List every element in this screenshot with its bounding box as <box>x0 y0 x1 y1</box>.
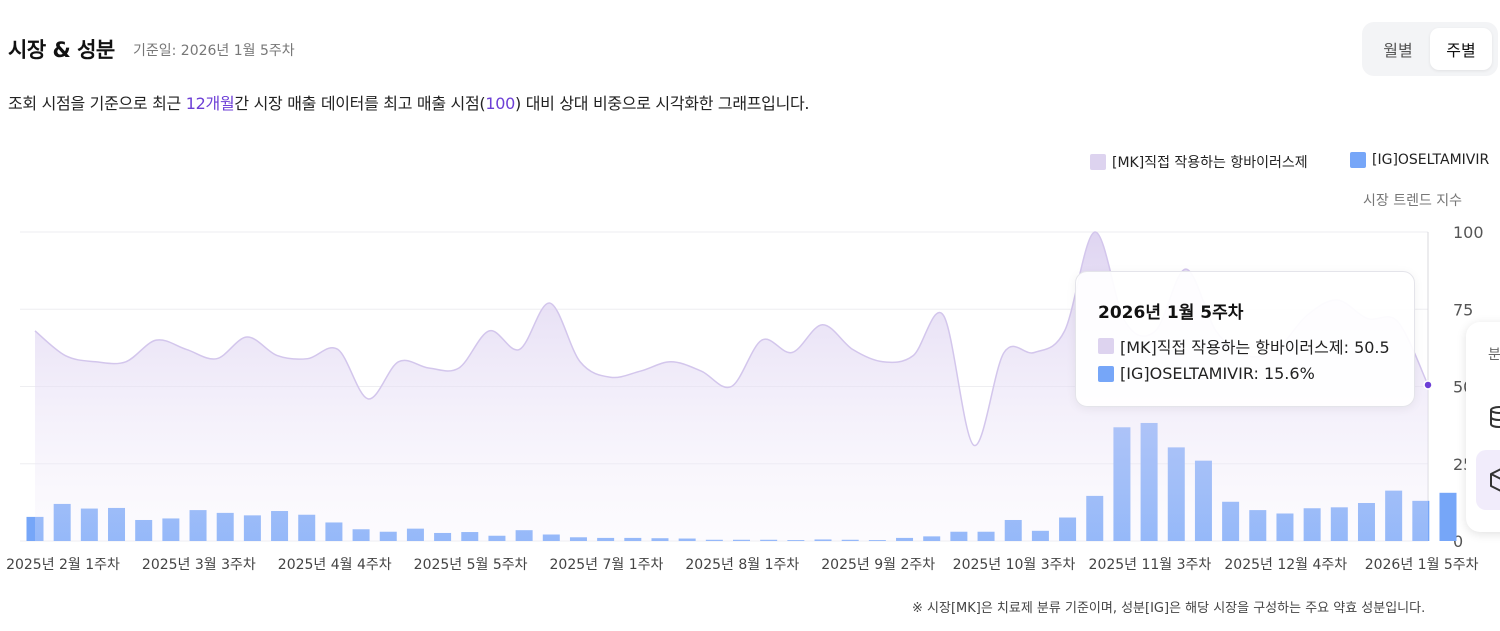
page-title: 시장 & 성분 <box>8 38 115 62</box>
y-tick-label: 75 <box>1453 300 1473 319</box>
database-icon[interactable] <box>1484 402 1500 432</box>
legend-swatch-market <box>1090 154 1106 170</box>
tooltip-ingredient-value: [IG]OSELTAMIVIR: 15.6% <box>1120 364 1315 383</box>
market-hover-point <box>1423 380 1433 390</box>
base-date-label: 기준일: 2026년 1월 5주차 <box>133 43 295 59</box>
desc-text-3: ) 대비 상대 비중으로 시각화한 그래프입니다. <box>514 94 810 113</box>
legend-label-ingredient: [IG]OSELTAMIVIR <box>1372 152 1490 168</box>
legend-label-market: [MK]직접 작용하는 항바이러스제 <box>1112 155 1308 171</box>
tooltip-swatch-market <box>1098 338 1114 354</box>
tooltip-swatch-ingredient <box>1098 365 1114 382</box>
tooltip-row-market: [MK]직접 작용하는 항바이러스제: 50.5 <box>1098 334 1390 358</box>
weekly-toggle-button[interactable]: 주별 <box>1430 28 1492 70</box>
desc-text-1: 조회 시점을 기준으로 최근 <box>8 94 186 113</box>
monthly-toggle-button[interactable]: 월별 <box>1383 41 1413 60</box>
tooltip-row-ingredient: [IG]OSELTAMIVIR: 15.6% <box>1098 364 1315 383</box>
side-panel-label: 분 <box>1488 347 1500 363</box>
y-axis-title: 시장 트렌드 지수 <box>1363 193 1463 209</box>
legend-item-ingredient[interactable]: [IG]OSELTAMIVIR <box>1350 152 1489 168</box>
desc-highlight-peak: 100 <box>485 94 515 113</box>
market-line <box>34 231 1429 446</box>
y-tick-label: 100 <box>1453 223 1484 242</box>
ingredient-bar[interactable] <box>1439 492 1457 541</box>
x-tick-label: 2025년 4월 4주차 <box>278 557 392 573</box>
desc-text-2: 간 시장 매출 데이터를 최고 매출 시점( <box>234 94 486 113</box>
x-tick-label: 2025년 8월 1주차 <box>685 557 799 573</box>
y-tick-label: 0 <box>1453 532 1463 551</box>
x-tick-label: 2025년 10월 3주차 <box>953 557 1076 573</box>
tooltip-market-value: [MK]직접 작용하는 항바이러스제: 50.5 <box>1120 338 1390 357</box>
desc-highlight-period: 12개월 <box>185 94 235 113</box>
legend-swatch-ingredient <box>1350 152 1366 168</box>
footnote: ※ 시장[MK]은 치료제 분류 기준이며, 성분[IG]은 해당 시장을 구성… <box>912 601 1426 616</box>
x-tick-label: 2025년 9월 2주차 <box>821 557 935 573</box>
cube-icon[interactable] <box>1476 450 1500 510</box>
chart-tooltip: 2026년 1월 5주차 [MK]직접 작용하는 항바이러스제: 50.5 [I… <box>1075 271 1415 407</box>
chart-description: 조회 시점을 기준으로 최근 12개월간 시장 매출 데이터를 최고 매출 시점… <box>8 90 810 114</box>
side-panel: 분 <box>1466 322 1500 532</box>
period-toggle: 월별 주별 <box>1362 22 1498 76</box>
x-tick-label: 2025년 2월 1주차 <box>6 557 120 573</box>
x-tick-label: 2025년 5월 5주차 <box>414 557 528 573</box>
x-tick-label: 2025년 7월 1주차 <box>550 557 664 573</box>
legend-item-market[interactable]: [MK]직접 작용하는 항바이러스제 <box>1090 152 1308 172</box>
x-tick-label: 2026년 1월 5주차 <box>1365 557 1479 573</box>
x-tick-label: 2025년 3월 3주차 <box>142 557 256 573</box>
x-tick-label: 2025년 11월 3주차 <box>1089 557 1212 573</box>
tooltip-title: 2026년 1월 5주차 <box>1098 303 1244 323</box>
x-tick-label: 2025년 12월 4주차 <box>1224 557 1347 573</box>
